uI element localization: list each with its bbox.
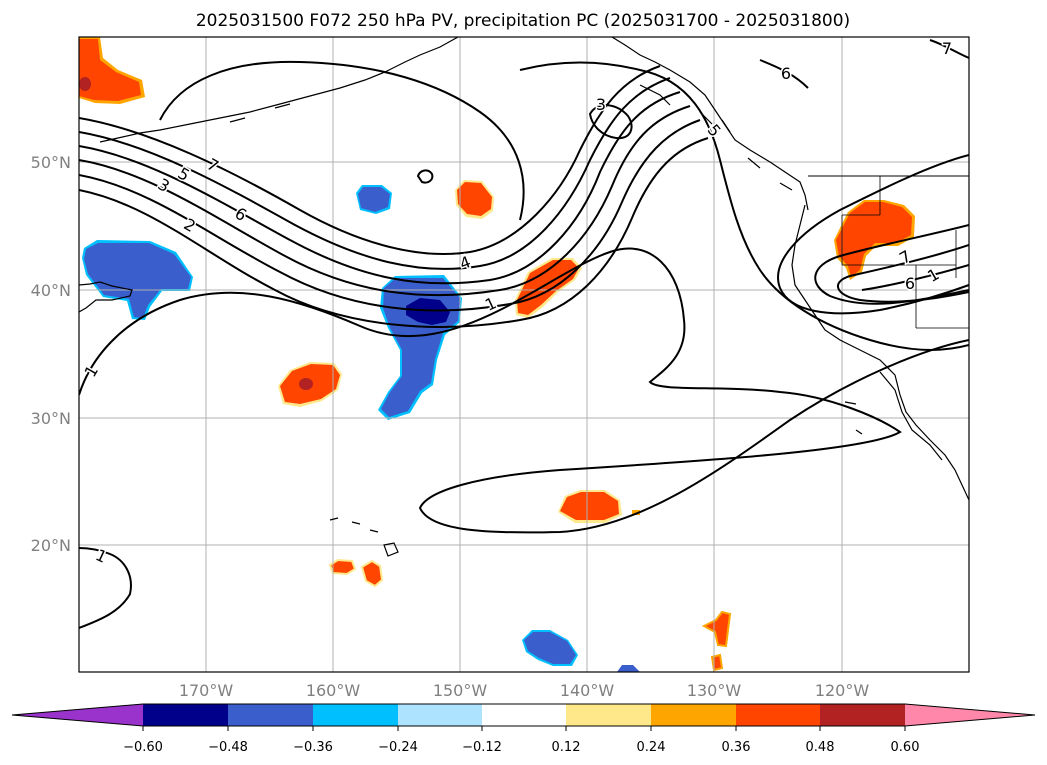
- lon-label-120w: 120°W: [815, 681, 870, 700]
- map-panel: 7 5 3 2 6 4 1 3 5 6 7 1 1 7 6 1: [78, 36, 970, 673]
- graticule: [79, 37, 969, 672]
- lat-label-30n: 30°N: [31, 409, 71, 428]
- colorbar-bin: [228, 704, 313, 726]
- precip-negative-area: [617, 665, 640, 672]
- precip-negative-area: [84, 243, 191, 318]
- contour-label: 7: [942, 39, 952, 58]
- colorbar-tick-label: −0.24: [378, 740, 418, 755]
- lon-axis-labels: 170°W 160°W 150°W 140°W 130°W 120°W: [179, 681, 870, 700]
- coastline-hawaii: [329, 517, 399, 557]
- colorbar-bin: [482, 704, 566, 726]
- pv-contour-6-ne: [759, 59, 809, 89]
- lon-label-130w: 130°W: [687, 681, 742, 700]
- lat-label-50n: 50°N: [31, 153, 71, 172]
- precip-positive-area: [457, 182, 492, 216]
- pv-contour-3-closed: [588, 104, 633, 140]
- precip-positive-area: [79, 39, 141, 101]
- colorbar-tick-label: −0.48: [208, 740, 248, 755]
- colorbar-bin: [820, 704, 905, 726]
- lon-label-150w: 150°W: [433, 681, 488, 700]
- pv-contour-2: [79, 137, 709, 328]
- colorbar-tick-label: 0.60: [891, 740, 920, 755]
- lon-label-160w: 160°W: [306, 681, 361, 700]
- colorbar-tick-label: 0.12: [552, 740, 581, 755]
- precip-positive-area: [560, 492, 619, 520]
- colorbar-under-triangle: [12, 704, 143, 726]
- precip-positive-core: [79, 77, 91, 91]
- precip-negative-area: [358, 187, 390, 212]
- lat-axis-labels: 50°N 40°N 30°N 20°N: [31, 153, 71, 555]
- lon-label-170w: 170°W: [179, 681, 234, 700]
- coastline-alaska-aleutians: [99, 37, 459, 143]
- colorbar-tick-label: 0.36: [722, 740, 751, 755]
- colorbar-bin: [313, 704, 398, 726]
- colorbar-bin: [398, 704, 482, 726]
- pv-contour-trough-3: [837, 244, 969, 303]
- pv-contour-7: [79, 65, 661, 255]
- precip-negative-area: [524, 632, 576, 664]
- coastline-islands: [229, 84, 863, 435]
- colorbar-bin: [651, 704, 736, 726]
- pv-contours: [79, 39, 969, 629]
- colorbar-bin: [566, 704, 651, 726]
- lon-label-140w: 140°W: [560, 681, 615, 700]
- colorbar-bin: [143, 704, 228, 726]
- precip-positive-core: [299, 378, 313, 390]
- pv-contour-7-ne: [929, 39, 969, 59]
- colorbar-bin: [736, 704, 820, 726]
- precip-positive-area: [632, 510, 640, 515]
- colorbar-tick-label: −0.36: [293, 740, 333, 755]
- precip-positive-area: [836, 202, 912, 277]
- pv-contour-4: [79, 105, 691, 297]
- precip-positive-area: [701, 610, 732, 648]
- map-frame: [78, 36, 970, 673]
- map-background: [79, 37, 969, 672]
- lat-label-40n: 40°N: [31, 281, 71, 300]
- precip-positive-area: [360, 559, 384, 588]
- figure-title: 2025031500 F072 250 hPa PV, precipitatio…: [196, 11, 850, 31]
- colorbar-tick-label: −0.12: [462, 740, 502, 755]
- colorbar-ticks: [142, 726, 906, 731]
- pv-contour-6: [79, 77, 671, 270]
- coastline-north-america-west: [791, 204, 969, 501]
- colorbar-tick-label: 0.48: [806, 740, 835, 755]
- lat-label-20n: 20°N: [31, 536, 71, 555]
- coastline-eastern-russia: [79, 281, 133, 313]
- pv-contour-1-sw: [79, 547, 132, 629]
- colorbar-tick-label: 0.24: [637, 740, 666, 755]
- contour-label: 6: [781, 64, 791, 83]
- precip-negative-core: [406, 298, 450, 325]
- pv-contour-3: [79, 119, 701, 312]
- contour-label: 6: [905, 274, 915, 293]
- coastlines: [79, 37, 969, 557]
- pv-contour-north-loop: [159, 60, 525, 221]
- coastline-baja: [879, 371, 943, 461]
- contour-label: 3: [596, 95, 606, 114]
- pv-contour-5: [79, 91, 681, 285]
- pv-contour-trough-1: [777, 154, 969, 315]
- pv-contour-trough-4: [861, 264, 969, 291]
- coastline-alaska-gulf: [611, 37, 809, 211]
- colorbar-over-triangle: [905, 704, 1035, 726]
- precip-positive-area: [328, 558, 357, 576]
- colorbar-tick-label: −0.60: [123, 740, 163, 755]
- colorbar: −0.60 −0.48 −0.36 −0.24 −0.12 0.12 0.24 …: [11, 703, 1036, 755]
- pv-contour-ridge: [519, 61, 969, 351]
- pv-contour-1-main: [79, 247, 969, 534]
- pv-contour-small-closed: [416, 169, 434, 184]
